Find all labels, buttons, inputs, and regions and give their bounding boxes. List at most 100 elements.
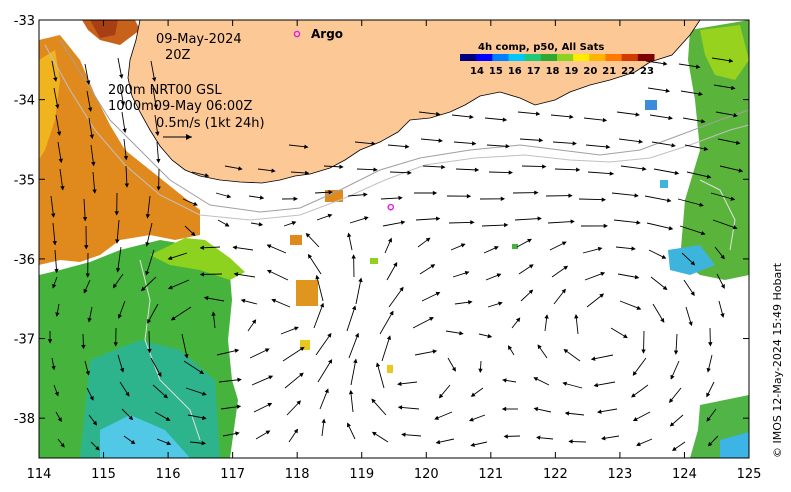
current-vector xyxy=(53,87,59,108)
current-vector-head xyxy=(393,262,398,267)
current-vector-head xyxy=(703,146,709,151)
current-vector-head xyxy=(233,272,239,277)
current-vector xyxy=(218,379,241,383)
current-vector-head xyxy=(720,313,725,318)
colorbar-ticks: 14 15 16 17 18 19 20 21 22 23 xyxy=(470,66,654,77)
current-vector xyxy=(583,117,607,121)
current-vector-head xyxy=(432,349,438,354)
current-vector xyxy=(379,311,394,335)
sst-west-warm xyxy=(39,35,200,265)
current-vector xyxy=(84,63,90,84)
current-vector-head xyxy=(732,225,738,230)
current-vector xyxy=(117,57,123,78)
current-vector-head xyxy=(347,422,351,428)
current-vector-head xyxy=(706,367,711,373)
current-vector xyxy=(584,272,605,281)
current-vector-head xyxy=(327,332,332,338)
current-vector-head xyxy=(533,377,539,382)
argo-float-marker xyxy=(387,203,395,211)
current-vector-head xyxy=(91,161,96,167)
sst-southwest-lightblue xyxy=(100,415,190,458)
current-vector-head xyxy=(630,393,636,398)
current-vector-head xyxy=(397,381,402,386)
current-vector xyxy=(653,168,679,174)
current-vector-head xyxy=(119,367,125,373)
current-vector-head xyxy=(375,362,381,368)
current-vector-head xyxy=(319,302,325,308)
current-vector xyxy=(591,354,614,360)
current-vector-head xyxy=(268,375,274,380)
current-vector xyxy=(346,306,356,332)
current-vector-head xyxy=(504,222,509,228)
current-vector-head xyxy=(259,195,265,200)
current-vector xyxy=(675,333,678,354)
argo-legend-icon xyxy=(293,30,301,38)
current-vector-head xyxy=(401,432,406,437)
current-vector-head xyxy=(54,391,59,397)
current-vector xyxy=(554,168,580,171)
current-vector xyxy=(371,399,387,416)
current-vector-head xyxy=(92,420,98,426)
current-vector-head xyxy=(502,378,507,383)
current-vector-head xyxy=(527,238,532,243)
contour-200m xyxy=(59,39,749,213)
colorbar-tick-label: 22 xyxy=(621,66,635,77)
current-vector-head xyxy=(561,241,567,246)
current-vector-head xyxy=(324,388,329,394)
colorbar-swatch xyxy=(573,54,590,61)
current-vector-head xyxy=(695,64,701,69)
current-vector xyxy=(319,389,329,410)
current-vector-head xyxy=(293,196,298,202)
y-tick-label: -38 xyxy=(14,412,35,427)
current-vector xyxy=(249,348,269,359)
current-vector-head xyxy=(271,168,276,173)
current-vector-head xyxy=(397,405,403,410)
current-vector-head xyxy=(568,439,573,444)
current-vector-head xyxy=(700,231,706,236)
current-vector-head xyxy=(429,317,434,322)
current-vector-head xyxy=(224,222,230,227)
current-vector xyxy=(678,63,700,68)
current-vector xyxy=(251,375,273,386)
current-vector-head xyxy=(85,370,90,376)
current-vector-head xyxy=(60,185,65,191)
current-vector-head xyxy=(438,138,443,143)
current-vector-head xyxy=(364,216,369,221)
current-vector xyxy=(150,60,156,81)
current-vector xyxy=(380,197,402,200)
current-vector xyxy=(484,117,507,121)
current-vector-head xyxy=(515,317,521,323)
current-vector xyxy=(308,254,322,275)
current-vector-head xyxy=(125,391,130,397)
current-vector-head xyxy=(404,144,410,149)
colorbar-swatch xyxy=(508,54,526,61)
current-vector xyxy=(382,221,405,227)
current-vector xyxy=(649,114,672,119)
colorbar-swatch xyxy=(605,54,623,61)
current-vector-head xyxy=(299,372,304,378)
sst-east-blue xyxy=(668,245,715,275)
current-vector xyxy=(376,363,385,389)
plot-frame xyxy=(38,19,750,459)
current-vector xyxy=(644,195,671,202)
current-vector-head xyxy=(371,141,376,146)
current-vector xyxy=(388,287,404,308)
current-vector xyxy=(267,269,289,281)
current-vector-head xyxy=(389,310,394,316)
current-vector-head xyxy=(226,194,232,199)
x-tick-label: 123 xyxy=(607,467,632,482)
colorbar-title: 4h comp, p50, All Sats xyxy=(478,42,604,53)
current-vector-head xyxy=(700,118,706,124)
current-vector-head xyxy=(237,377,242,382)
current-vector-head xyxy=(668,398,674,403)
current-vector-head xyxy=(706,174,712,179)
sst-southeast-blue xyxy=(720,432,749,458)
current-vector-head xyxy=(328,189,333,195)
x-tick-label: 115 xyxy=(91,467,116,482)
current-vector xyxy=(54,249,58,273)
current-vector-head xyxy=(605,144,611,149)
depth-200-label: 200m NRT00 GSL xyxy=(108,83,222,98)
current-vector-head xyxy=(294,326,299,331)
current-vector xyxy=(711,57,733,62)
current-vector-head xyxy=(265,430,271,435)
